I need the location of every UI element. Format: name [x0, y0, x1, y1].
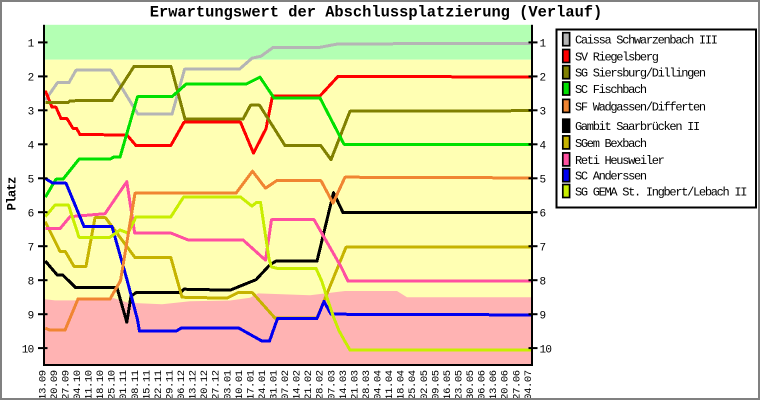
- svg-text:27.06: 27.06: [511, 370, 523, 400]
- svg-text:11.10: 11.10: [84, 370, 96, 400]
- svg-text:7: 7: [28, 242, 34, 254]
- svg-text:6: 6: [28, 208, 34, 220]
- svg-text:20.09: 20.09: [49, 370, 61, 400]
- svg-text:Platz: Platz: [6, 177, 20, 210]
- svg-text:7: 7: [540, 242, 546, 254]
- svg-text:04.04: 04.04: [373, 370, 385, 400]
- svg-text:SC Fischbach: SC Fischbach: [575, 83, 647, 97]
- svg-text:4: 4: [540, 141, 547, 153]
- svg-text:2: 2: [540, 73, 546, 85]
- svg-text:SV Riegelsberg: SV Riegelsberg: [575, 50, 659, 64]
- svg-text:09.05: 09.05: [430, 370, 442, 400]
- svg-text:SG Siersburg/Dillingen: SG Siersburg/Dillingen: [575, 67, 706, 81]
- svg-text:28.03: 28.03: [361, 370, 373, 400]
- svg-text:04.10: 04.10: [72, 370, 84, 400]
- svg-text:24.01: 24.01: [257, 370, 269, 400]
- svg-text:02.05: 02.05: [419, 370, 431, 400]
- svg-text:13.06: 13.06: [488, 370, 500, 400]
- svg-text:21.02: 21.02: [303, 370, 315, 400]
- svg-text:SG GEMA St. Ingbert/Lebach II: SG GEMA St. Ingbert/Lebach II: [575, 185, 746, 199]
- svg-text:Gambit Saarbrücken II: Gambit Saarbrücken II: [575, 120, 699, 134]
- svg-text:1: 1: [540, 39, 547, 51]
- svg-text:14.02: 14.02: [292, 370, 304, 400]
- svg-text:22.11: 22.11: [153, 370, 165, 400]
- svg-text:28.02: 28.02: [315, 370, 327, 400]
- svg-text:14.03: 14.03: [338, 370, 350, 400]
- svg-text:18.10: 18.10: [95, 370, 107, 400]
- svg-text:SF Wadgassen/Differten: SF Wadgassen/Differten: [575, 100, 706, 114]
- svg-text:Caissa Schwarzenbach III: Caissa Schwarzenbach III: [575, 34, 717, 48]
- svg-text:03.01: 03.01: [222, 370, 234, 400]
- svg-text:21.03: 21.03: [349, 370, 361, 400]
- svg-text:SC Anderssen: SC Anderssen: [575, 170, 647, 184]
- svg-text:29.11: 29.11: [165, 370, 177, 400]
- svg-text:04.07: 04.07: [523, 370, 535, 400]
- svg-text:10.01: 10.01: [234, 370, 246, 400]
- svg-text:10: 10: [22, 344, 34, 356]
- svg-text:07.03: 07.03: [326, 370, 338, 400]
- svg-text:07.02: 07.02: [280, 370, 292, 400]
- svg-text:Erwartungswert der Abschlusspl: Erwartungswert der Abschlussplatzierung …: [150, 4, 603, 22]
- svg-text:4: 4: [28, 141, 35, 153]
- svg-text:16.05: 16.05: [442, 370, 454, 400]
- svg-text:8: 8: [540, 276, 546, 288]
- svg-text:2: 2: [28, 73, 34, 85]
- svg-text:5: 5: [540, 175, 546, 187]
- svg-text:18.04: 18.04: [396, 370, 408, 400]
- svg-text:08.11: 08.11: [130, 370, 142, 400]
- svg-text:20.12: 20.12: [199, 370, 211, 400]
- svg-text:Reti Heusweiler: Reti Heusweiler: [575, 154, 665, 168]
- svg-text:6: 6: [540, 208, 546, 220]
- svg-text:SGem Bexbach: SGem Bexbach: [575, 137, 647, 151]
- svg-text:13.12: 13.12: [188, 370, 200, 400]
- svg-text:17.01: 17.01: [245, 370, 257, 400]
- svg-text:3: 3: [28, 107, 34, 119]
- svg-text:3: 3: [540, 107, 546, 119]
- svg-text:06.06: 06.06: [477, 370, 489, 400]
- svg-text:25.10: 25.10: [107, 370, 119, 400]
- svg-text:9: 9: [540, 310, 546, 322]
- svg-text:01.11: 01.11: [118, 370, 130, 400]
- svg-text:25.04: 25.04: [407, 370, 419, 400]
- svg-text:5: 5: [28, 175, 34, 187]
- svg-text:9: 9: [28, 310, 34, 322]
- svg-text:06.12: 06.12: [176, 370, 188, 400]
- svg-text:27.12: 27.12: [211, 370, 223, 400]
- svg-text:23.05: 23.05: [454, 370, 466, 400]
- svg-text:30.05: 30.05: [465, 370, 477, 400]
- svg-text:15.11: 15.11: [141, 370, 153, 400]
- svg-text:20.06: 20.06: [500, 370, 512, 400]
- svg-text:8: 8: [28, 276, 34, 288]
- svg-text:31.01: 31.01: [269, 370, 281, 400]
- svg-text:13.09: 13.09: [37, 370, 49, 400]
- svg-text:11.04: 11.04: [384, 370, 396, 400]
- svg-text:27.09: 27.09: [60, 370, 72, 400]
- svg-text:10: 10: [540, 344, 552, 356]
- svg-text:1: 1: [28, 39, 35, 51]
